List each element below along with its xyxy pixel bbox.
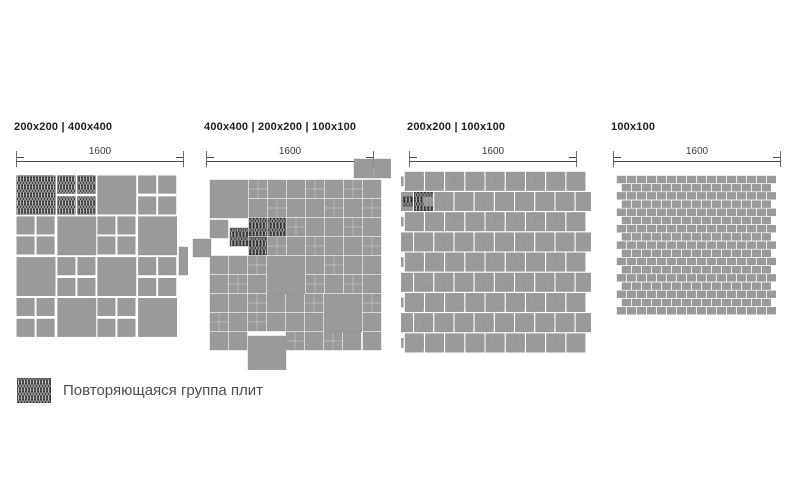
dim-tick-right xyxy=(773,157,780,158)
panel-4: 100x100 1600 xyxy=(611,0,796,496)
dim-label: 1600 xyxy=(473,146,513,157)
legend: Повторяющаяся группа плит xyxy=(17,378,263,403)
dim-tick-left xyxy=(410,157,417,158)
dim-tick-right xyxy=(569,157,576,158)
panel-1-tiling xyxy=(16,175,188,337)
dim-tick-left xyxy=(207,157,214,158)
dim-extension-left xyxy=(613,151,614,167)
dim-tick-left xyxy=(17,157,24,158)
dim-label: 1600 xyxy=(677,146,717,157)
dim-extension-left xyxy=(409,151,410,167)
panel-1-pattern xyxy=(16,175,188,351)
dim-extension-left xyxy=(16,151,17,167)
panel-3-tiling xyxy=(401,171,591,353)
dim-tick-left xyxy=(614,157,621,158)
panel-2-pattern xyxy=(186,158,391,370)
panel-2-tiling xyxy=(192,158,391,370)
repeating-group-swatch-icon xyxy=(17,378,51,403)
legend-label: Повторяющаяся группа плит xyxy=(63,382,263,399)
panel-4-tiling xyxy=(616,175,776,315)
dim-extension-right xyxy=(780,151,781,167)
dim-line xyxy=(409,161,577,162)
panel-2: 400x400 | 200x200 | 100x100 1600 xyxy=(192,0,391,496)
panel-4-pattern xyxy=(613,174,785,342)
dim-label: 1600 xyxy=(270,146,310,157)
dim-extension-right xyxy=(183,151,184,167)
panel-1-title: 200x200 | 400x400 xyxy=(14,121,113,133)
panel-3: 200x200 | 100x100 1600 xyxy=(401,0,592,496)
panel-1: 200x200 | 400x400 1600 xyxy=(14,0,188,496)
panel-2-title: 400x400 | 200x200 | 100x100 xyxy=(204,121,357,133)
dim-tick-right xyxy=(176,157,183,158)
panel-1-dimension: 1600 xyxy=(16,146,184,167)
dim-tick-right xyxy=(366,157,373,158)
dim-label: 1600 xyxy=(80,146,120,157)
dim-line xyxy=(206,161,374,162)
dim-line xyxy=(613,161,781,162)
dim-line xyxy=(16,161,184,162)
panel-4-title: 100x100 xyxy=(611,121,656,133)
panel-4-dimension: 1600 xyxy=(613,146,781,167)
panel-3-title: 200x200 | 100x100 xyxy=(407,121,506,133)
dim-extension-left xyxy=(206,151,207,167)
panel-3-dimension: 1600 xyxy=(409,146,577,167)
dim-extension-right xyxy=(576,151,577,167)
panel-3-pattern xyxy=(401,168,591,358)
